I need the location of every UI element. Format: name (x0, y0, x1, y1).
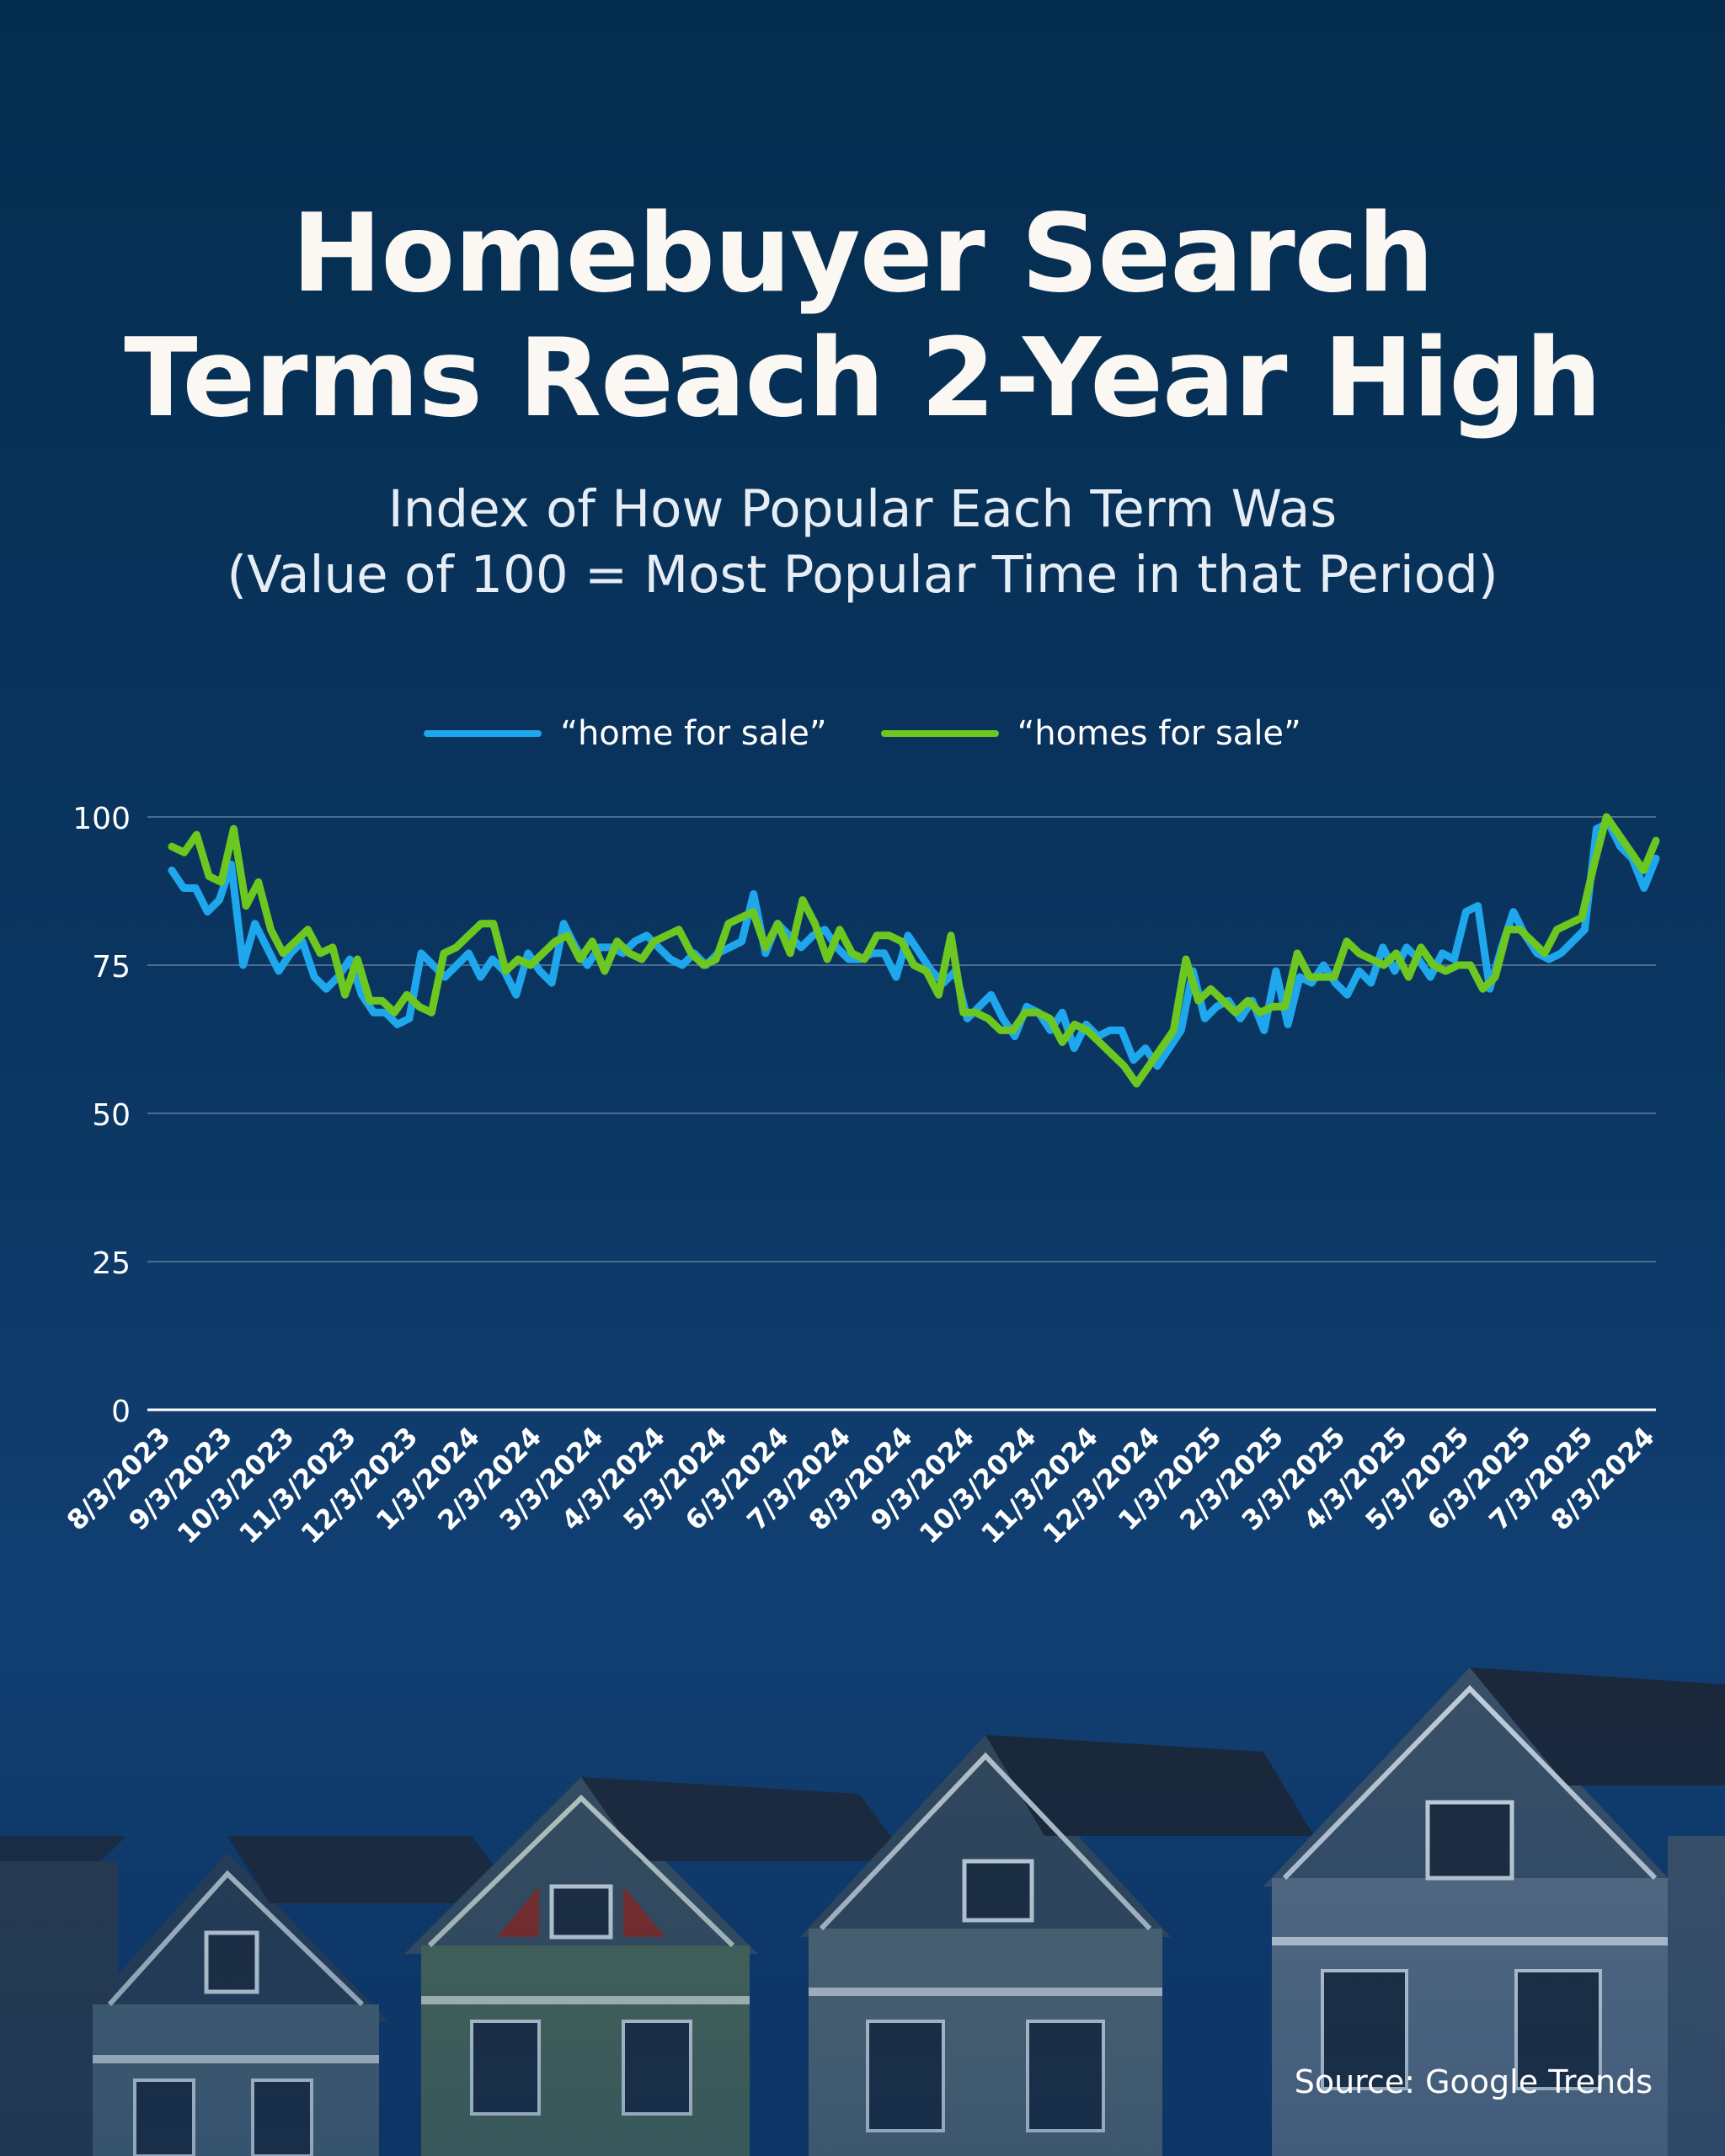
page-title: Homebuyer Search Terms Reach 2-Year High (0, 192, 1725, 441)
y-tick-label: 100 (72, 802, 131, 836)
subtitle-line-1: Index of How Popular Each Term Was (387, 479, 1338, 539)
series-line-homes-for-sale (168, 813, 1660, 1088)
y-tick-label: 0 (111, 1395, 131, 1429)
legend-item-home-for-sale: “home for sale” (424, 714, 827, 753)
chart-legend: “home for sale” “homes for sale” (0, 714, 1725, 753)
y-tick-label: 25 (92, 1246, 131, 1281)
legend-swatch-home-for-sale (424, 730, 542, 737)
legend-label-home-for-sale: “home for sale” (560, 714, 827, 753)
source-note: Source: Google Trends (1294, 2063, 1653, 2100)
chart-subtitle: Index of How Popular Each Term Was (Valu… (0, 477, 1725, 608)
victorian-houses-illustration (0, 1583, 1725, 2156)
title-line-2: Terms Reach 2-Year High (124, 316, 1602, 441)
line-chart: 02550751008/3/20239/3/202310/3/202311/3/… (72, 802, 1660, 1429)
title-line-1: Homebuyer Search (291, 191, 1434, 317)
legend-swatch-homes-for-sale (880, 730, 999, 737)
legend-label-homes-for-sale: “homes for sale” (1017, 714, 1301, 753)
y-tick-label: 50 (92, 1098, 131, 1133)
legend-item-homes-for-sale: “homes for sale” (880, 714, 1301, 753)
subtitle-line-2: (Value of 100 = Most Popular Time in tha… (227, 545, 1498, 605)
series-line-home-for-sale (168, 819, 1660, 1070)
y-tick-label: 75 (92, 950, 131, 985)
